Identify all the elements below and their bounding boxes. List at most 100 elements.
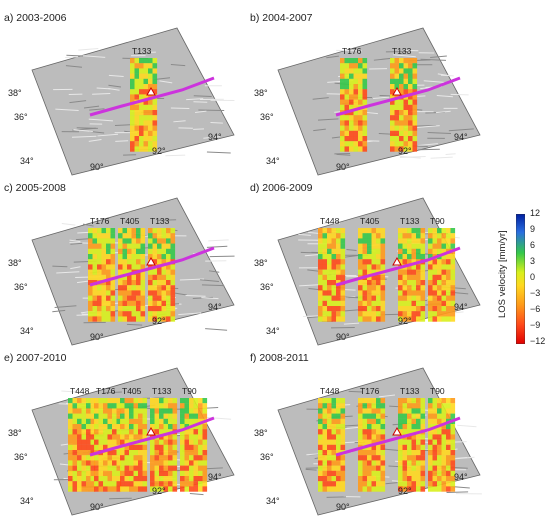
panel-f: f) 2008-2011 T448 T176 T133 T90 38° 36° 34° 90°… [248,350,488,516]
track-strip [398,398,426,492]
epicenter-marker [146,426,156,436]
lat-tick-label: 38° [8,428,22,438]
colorbar-tick-label: −3 [530,288,541,298]
track-label: T176 [96,386,116,396]
track-strip [318,398,346,492]
lon-tick-label: 92° [398,316,412,326]
track-strip [150,398,178,492]
lat-tick-label: 34° [20,326,34,336]
panel-c: c) 2005-2008 T176 T405 T133 38° 36° 34° 90° 92°… [2,180,242,346]
lon-tick-label: 94° [454,472,468,482]
lon-tick-label: 92° [152,316,166,326]
panel-e: e) 2007-2010 T448 T176 T405 T133 T90 38° 36° 34… [2,350,242,516]
track-strip [340,58,368,152]
track-label: T448 [320,216,340,226]
fault-line [89,76,215,117]
track-strip [148,228,176,322]
colorbar-label: LOS velocity [mm/yr] [497,230,508,318]
lon-tick-label: 90° [90,162,104,172]
panel-title: b) 2004-2007 [250,12,313,24]
track-strip [318,228,346,322]
track-label: T133 [400,386,420,396]
lat-tick-label: 36° [260,282,274,292]
lon-tick-label: 92° [398,486,412,496]
lat-tick-label: 38° [254,88,268,98]
lat-tick-label: 38° [254,258,268,268]
epicenter-marker [392,256,402,266]
epicenter-marker [146,256,156,266]
lat-tick-label: 36° [14,112,28,122]
lat-tick-label: 34° [20,156,34,166]
lat-tick-label: 34° [266,326,280,336]
lon-tick-label: 90° [90,502,104,512]
track-strip [130,58,158,152]
track-label: T90 [182,386,197,396]
lon-tick-label: 92° [152,146,166,156]
lat-tick-label: 38° [8,258,22,268]
track-strip [428,398,456,492]
colorbar-tick-label: −6 [530,304,541,314]
panel-map [31,367,235,516]
track-label: T176 [360,386,380,396]
track-strip [120,398,148,492]
panel-map [277,197,481,346]
colorbar-tick-label: 6 [530,240,536,250]
map-frame [277,27,481,176]
track-label: T405 [120,216,140,226]
panel-map [277,27,481,176]
fault-line [335,246,461,287]
track-label: T405 [360,216,380,226]
lon-tick-label: 94° [208,132,222,142]
panel-b: b) 2004-2007 T176 T133 38° 36° 34° 90° 92° 94° [248,10,488,176]
panel-title: e) 2007-2010 [4,352,67,364]
track-label: T448 [320,386,340,396]
lat-tick-label: 36° [260,452,274,462]
panel-title: d) 2006-2009 [250,182,313,194]
colorbar-tick-label: −9 [530,320,541,330]
epicenter-marker [392,426,402,436]
track-strip [398,228,426,322]
lon-tick-label: 94° [208,302,222,312]
lon-tick-label: 90° [336,502,350,512]
track-label: T176 [90,216,110,226]
track-strip [358,398,386,492]
track-label: T133 [400,216,420,226]
colorbar-tick-label: 12 [530,208,541,218]
colorbar-tick-label: 3 [530,256,536,266]
panel-map [31,197,235,346]
panel-title: f) 2008-2011 [250,352,309,364]
lon-tick-label: 92° [152,486,166,496]
lon-tick-label: 94° [454,302,468,312]
lat-tick-label: 36° [260,112,274,122]
colorbar-tick-label: −12 [530,336,546,346]
track-strip [428,228,456,322]
track-label: T90 [430,386,445,396]
track-strip [94,398,122,492]
panel-map [277,367,482,516]
track-label: T90 [430,216,445,226]
track-label: T176 [342,46,362,56]
track-strip [180,398,208,492]
track-strip [390,58,418,152]
panel-d: d) 2006-2009 T448 T405 T133 T90 38° 36° 34° 90°… [248,180,488,346]
panel-a: a) 2003-2006 T133 38° 36° 34° 90° 92° 94° [2,10,242,176]
track-label: T133 [150,216,170,226]
track-label: T133 [152,386,172,396]
epicenter-marker [392,86,402,96]
colorbar-tick-label: 0 [530,272,536,282]
lon-tick-label: 94° [208,472,222,482]
lat-tick-label: 36° [14,452,28,462]
panel-title: a) 2003-2006 [4,12,67,24]
track-strip [68,398,96,492]
fault-line [335,416,461,457]
lon-tick-label: 94° [454,132,468,142]
track-label: T133 [132,46,152,56]
lat-tick-label: 38° [254,428,268,438]
track-strip [118,228,146,322]
lon-tick-label: 90° [336,162,350,172]
fault-line [89,246,215,287]
colorbar [516,214,525,344]
lat-tick-label: 34° [20,496,34,506]
track-strip [88,228,116,322]
fault-line [335,76,461,117]
